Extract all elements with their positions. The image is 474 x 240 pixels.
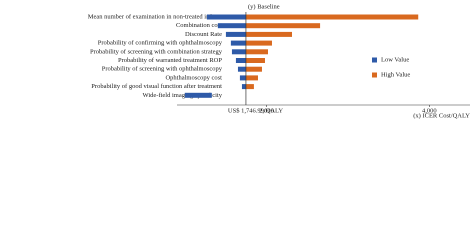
- x-tick-label: 2,000: [259, 107, 274, 114]
- category-label: Wide-field imaging specificity: [142, 92, 222, 99]
- bar: [245, 31, 293, 37]
- bar: [245, 23, 321, 29]
- category-label: Probability of confirming with ophthalmo…: [98, 40, 223, 47]
- bar: [245, 40, 272, 46]
- bar: [245, 66, 262, 72]
- x-tick-label: 4,000: [422, 107, 437, 114]
- category-label: Probability of warranted treatment ROP: [118, 57, 222, 64]
- x-axis-title: (x) ICER Cost/QALY: [413, 112, 470, 119]
- bar: [206, 14, 246, 20]
- bar: [231, 49, 246, 55]
- category-label: Mean number of examination in non-treate…: [88, 13, 223, 20]
- chart: (y) Baseline (x) ICER Cost/QALY 2,000 4,0…: [88, 3, 471, 119]
- bar: [245, 58, 265, 63]
- bar: [245, 49, 268, 55]
- bar: [245, 14, 419, 20]
- legend-label: Low Value: [381, 56, 409, 63]
- bar: [239, 75, 246, 81]
- bar: [230, 40, 246, 46]
- bar-range: [184, 92, 212, 98]
- bar: [241, 84, 246, 90]
- category-label: Ophthalmoscopy cost: [165, 74, 222, 81]
- category-label: Probability of good visual function afte…: [91, 83, 222, 90]
- bar: [225, 31, 246, 37]
- category-label: Combination cost: [176, 22, 222, 29]
- bar: [235, 58, 246, 63]
- bar: [245, 75, 258, 81]
- legend-label: High Value: [381, 71, 410, 78]
- baseline-annotation: US$ 1,746.99/QALY: [228, 107, 283, 114]
- category-label: Probability of screening with combinatio…: [90, 48, 223, 55]
- bar: [245, 84, 254, 90]
- legend-swatch: [372, 72, 377, 78]
- category-label: Discount Rate: [185, 31, 222, 38]
- legend-swatch: [372, 57, 377, 63]
- bar: [217, 23, 246, 29]
- baseline-label: (y) Baseline: [248, 3, 280, 10]
- category-label: Probability of screening with ophthalmos…: [102, 66, 223, 73]
- bar: [237, 66, 246, 72]
